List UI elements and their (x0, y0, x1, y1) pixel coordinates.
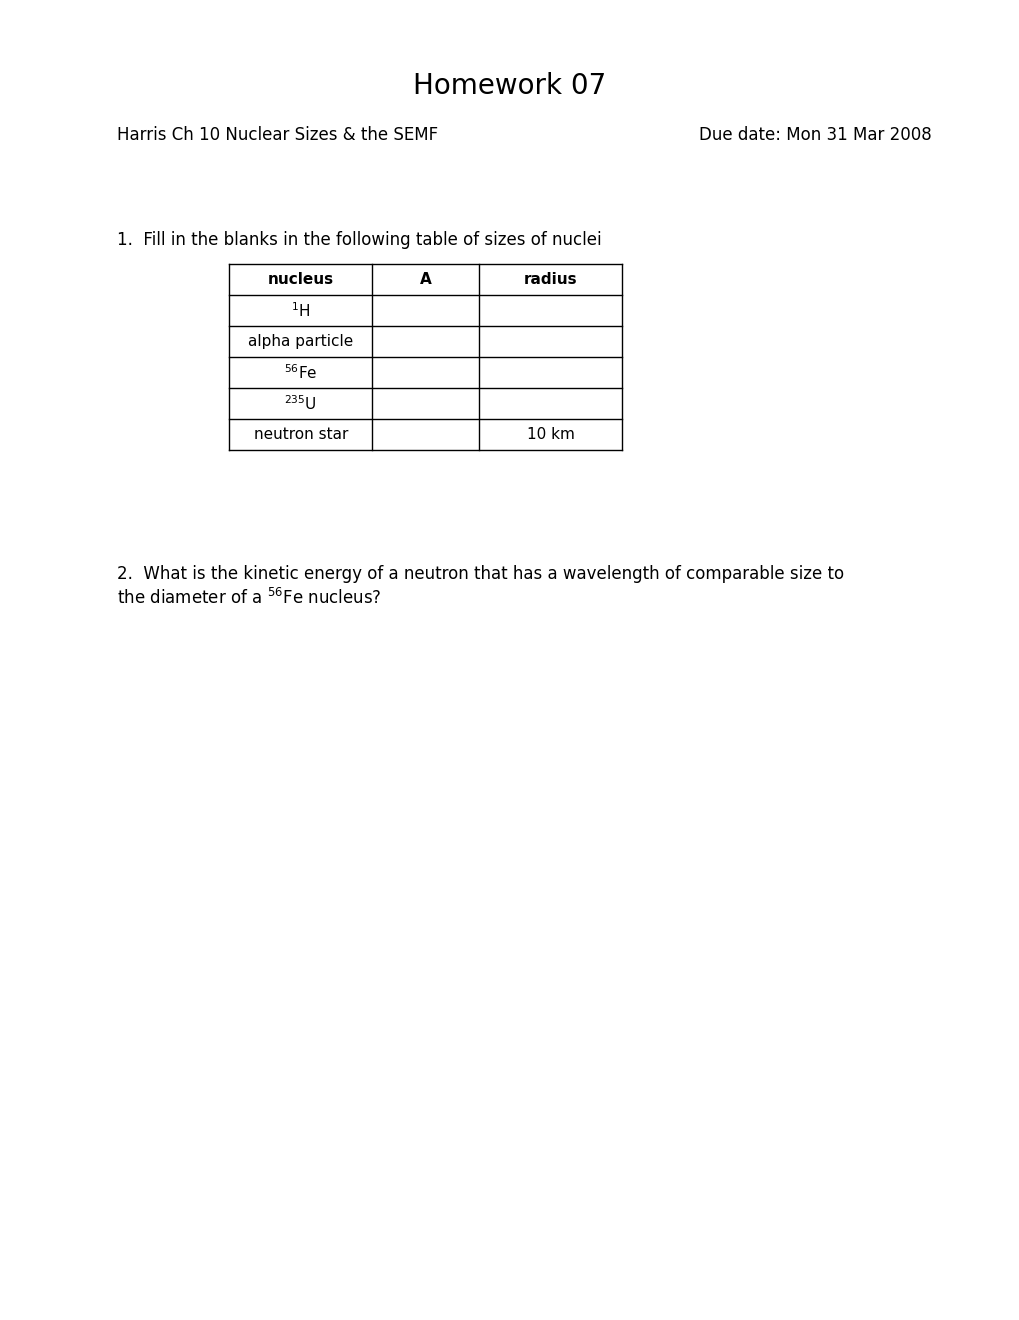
Text: the diameter of a $^{56}$Fe nucleus?: the diameter of a $^{56}$Fe nucleus? (117, 587, 381, 609)
Text: 1.  Fill in the blanks in the following table of sizes of nuclei: 1. Fill in the blanks in the following t… (117, 231, 601, 249)
Text: Harris Ch 10 Nuclear Sizes & the SEMF: Harris Ch 10 Nuclear Sizes & the SEMF (117, 125, 438, 144)
Text: 2.  What is the kinetic energy of a neutron that has a wavelength of comparable : 2. What is the kinetic energy of a neutr… (117, 565, 844, 583)
Text: Homework 07: Homework 07 (413, 71, 606, 100)
Text: $^{56}$Fe: $^{56}$Fe (284, 363, 317, 381)
Text: 10 km: 10 km (527, 428, 574, 442)
Text: $^{1}$H: $^{1}$H (291, 301, 310, 319)
Text: neutron star: neutron star (254, 428, 347, 442)
Text: nucleus: nucleus (268, 272, 333, 286)
Text: Due date: Mon 31 Mar 2008: Due date: Mon 31 Mar 2008 (698, 125, 930, 144)
Text: alpha particle: alpha particle (248, 334, 354, 348)
Text: A: A (420, 272, 431, 286)
Text: radius: radius (524, 272, 577, 286)
Text: $^{235}$U: $^{235}$U (284, 395, 317, 413)
